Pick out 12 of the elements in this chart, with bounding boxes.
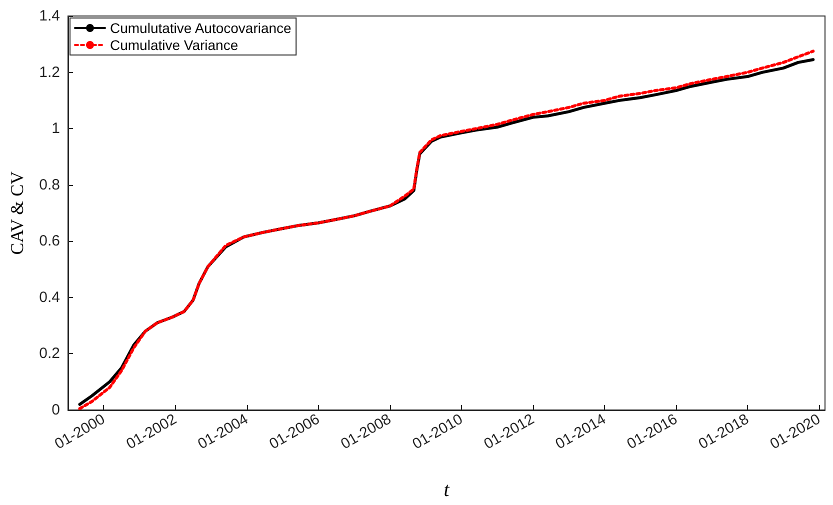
y-tick-label: 1 — [52, 120, 60, 138]
y-tick-label: 0.2 — [39, 345, 60, 362]
x-axis-title: t — [444, 479, 450, 501]
y-tick-label: 0.6 — [39, 232, 60, 250]
y-tick-label: 0 — [52, 402, 60, 418]
legend-label: Cumulative Variance — [110, 37, 238, 53]
y-tick-label: 1.2 — [39, 64, 60, 81]
y-axis-title: CAV & CV — [7, 171, 27, 255]
y-tick-label: 1.4 — [39, 8, 60, 24]
legend-label: Cumulutative Autocovariance — [110, 20, 292, 36]
y-tick-label: 0.8 — [39, 176, 60, 194]
y-tick-label: 0.4 — [39, 288, 60, 306]
